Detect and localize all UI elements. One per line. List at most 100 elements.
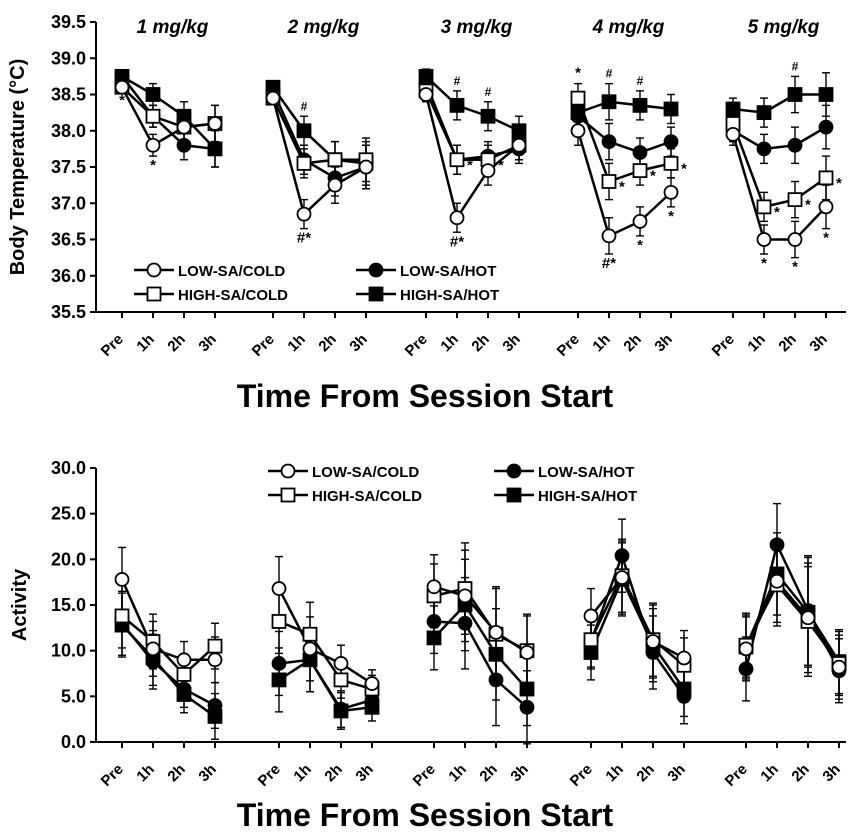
data-point	[449, 210, 465, 226]
data-point	[176, 119, 192, 135]
x-tick-label: 1h	[133, 331, 157, 355]
dose-title: 3 mg/kg	[441, 17, 513, 38]
x-tick-label: 1h	[284, 331, 308, 355]
data-point	[570, 90, 586, 106]
series-line	[744, 541, 841, 672]
data-point	[480, 108, 496, 124]
legend-marker	[146, 286, 162, 302]
data-point	[449, 97, 465, 113]
x-tick-label: 1h	[589, 331, 613, 355]
legend-marker	[280, 463, 296, 479]
data-point	[207, 638, 223, 654]
data-point	[207, 698, 223, 713]
data-point	[145, 87, 161, 102]
significance-mark: #	[485, 85, 492, 99]
data-point	[614, 548, 630, 564]
data-point	[296, 206, 312, 222]
significance-mark: *	[805, 197, 811, 214]
dose-title: 4 mg/kg	[592, 17, 665, 38]
legend-label: HIGH-SA/HOT	[400, 287, 499, 304]
x-tick-label: 2h	[468, 331, 492, 355]
data-point	[302, 641, 318, 657]
data-point	[663, 184, 679, 200]
legend-marker	[280, 487, 296, 503]
data-point	[265, 90, 281, 106]
y-tick-label: 5.0	[61, 686, 86, 706]
data-point	[511, 123, 527, 139]
significance-mark: *	[681, 160, 687, 177]
data-point	[519, 645, 535, 660]
x-tick-label: 2h	[788, 761, 812, 785]
data-point	[271, 614, 287, 629]
series-line	[732, 126, 827, 151]
x-tick-label: 3h	[195, 761, 219, 785]
data-point	[601, 94, 617, 110]
data-point	[333, 701, 349, 717]
significance-mark: *	[637, 237, 643, 254]
series-line	[425, 75, 520, 132]
data-point	[207, 652, 223, 668]
x-tick-label: 2h	[164, 761, 188, 785]
data-point	[725, 101, 741, 117]
data-point	[176, 137, 192, 153]
legend-marker	[146, 262, 162, 278]
data-point	[663, 155, 679, 171]
data-point	[511, 137, 527, 153]
y-tick-label: 25.0	[51, 504, 86, 524]
data-point	[632, 213, 648, 229]
y-tick-label: 38.0	[51, 121, 86, 141]
significance-mark: *	[498, 157, 504, 174]
data-point	[207, 116, 223, 131]
data-point	[787, 232, 803, 247]
y-tick-label: 37.5	[51, 157, 86, 177]
data-point	[327, 177, 343, 193]
series-line	[120, 86, 216, 147]
significance-mark: *	[836, 175, 842, 192]
x-tick-label: 3h	[195, 331, 219, 355]
series-line	[433, 587, 528, 652]
x-tick-label: Pre	[98, 761, 127, 790]
data-point	[787, 87, 803, 102]
x-tick-label: Pre	[98, 331, 127, 360]
x-axis-title-bottom: Time From Session Start	[236, 797, 614, 833]
x-tick-label: 3h	[651, 331, 675, 355]
x-tick-label: Pre	[709, 331, 738, 360]
data-point	[738, 661, 754, 677]
data-point	[632, 163, 648, 179]
y-tick-label: 10.0	[51, 641, 86, 661]
legend-label: LOW-SA/HOT	[400, 263, 496, 280]
series-line	[277, 587, 373, 685]
data-point	[800, 610, 816, 626]
significance-mark: *	[575, 65, 581, 82]
series-line	[576, 130, 672, 238]
data-point	[333, 672, 349, 688]
x-tick-label: 2h	[775, 331, 799, 355]
data-point	[271, 672, 287, 688]
data-point	[114, 572, 130, 587]
series-line	[433, 585, 528, 654]
y-tick-label: 38.5	[51, 85, 86, 105]
data-point	[519, 681, 535, 697]
significance-mark: *	[619, 179, 625, 196]
data-point	[176, 667, 192, 682]
series-line	[424, 90, 520, 161]
x-tick-label: 2h	[164, 331, 188, 355]
x-tick-label: 2h	[633, 761, 657, 785]
series-line	[731, 123, 827, 209]
data-point	[787, 137, 803, 153]
y-tick-label: 30.0	[51, 458, 86, 478]
data-point	[302, 626, 318, 642]
significance-mark: *	[792, 259, 798, 276]
data-point	[676, 688, 692, 704]
data-point	[818, 170, 834, 186]
dose-title: 1 mg/kg	[137, 17, 209, 38]
x-tick-label: Pre	[554, 331, 583, 360]
significance-mark: #	[301, 99, 308, 113]
significance-mark: *	[823, 230, 829, 247]
data-point	[145, 641, 161, 657]
data-point	[426, 630, 442, 646]
series-line	[577, 100, 672, 114]
legend-label: LOW-SA/COLD	[312, 464, 419, 481]
legend-label: HIGH-SA/COLD	[178, 287, 288, 304]
significance-mark: #	[792, 59, 799, 73]
